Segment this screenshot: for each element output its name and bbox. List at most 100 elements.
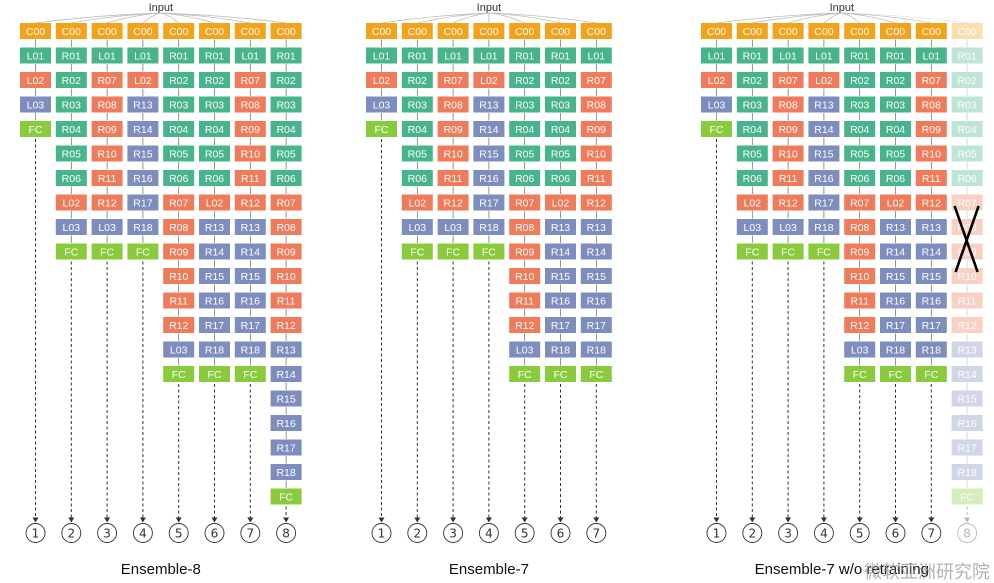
layer-box-c00 bbox=[545, 23, 576, 39]
layer-box-r01 bbox=[55, 47, 87, 64]
arrow-head bbox=[856, 517, 863, 523]
layer-label: R13 bbox=[241, 222, 260, 234]
layer-box-r06 bbox=[270, 170, 302, 186]
layer-box-r01 bbox=[880, 47, 911, 64]
layer-label: R07 bbox=[922, 75, 941, 87]
model-index-circle bbox=[849, 523, 870, 543]
layer-label: R03 bbox=[551, 99, 570, 111]
layer-label: FC bbox=[960, 491, 974, 503]
layer-label: R17 bbox=[814, 197, 833, 209]
layer-box-r12 bbox=[437, 194, 469, 211]
layer-box-l01 bbox=[701, 47, 732, 64]
layer-box-r17 bbox=[545, 317, 576, 333]
layer-label: R08 bbox=[443, 99, 462, 111]
layer-label: FC bbox=[136, 246, 150, 258]
layer-box-fc bbox=[163, 366, 195, 382]
layer-label: R04 bbox=[886, 124, 905, 136]
layer-box-r04 bbox=[401, 121, 433, 137]
layer-box-fc bbox=[951, 488, 983, 505]
layer-label: R01 bbox=[205, 50, 224, 62]
layer-box-r15 bbox=[473, 145, 505, 162]
layer-label: R05 bbox=[743, 148, 762, 160]
model-index-circle bbox=[97, 523, 118, 543]
layer-label: R06 bbox=[276, 173, 295, 185]
layer-box-r12 bbox=[844, 317, 876, 333]
layer-label: R10 bbox=[276, 271, 295, 283]
layer-label: R14 bbox=[133, 124, 152, 136]
layer-label: R15 bbox=[957, 393, 976, 405]
layer-label: R11 bbox=[444, 173, 463, 185]
layer-box-r11 bbox=[915, 170, 947, 186]
layer-label: R05 bbox=[408, 148, 427, 160]
layer-label: FC bbox=[853, 369, 867, 381]
layer-label: R05 bbox=[551, 148, 570, 160]
layer-box-c00 bbox=[366, 23, 397, 39]
arrow-head bbox=[820, 517, 827, 523]
layer-box-r14 bbox=[545, 243, 576, 260]
layer-label: R12 bbox=[276, 320, 295, 332]
layer-label: L02 bbox=[887, 197, 905, 209]
layer-box-l02 bbox=[880, 194, 911, 211]
layer-box-fc bbox=[509, 366, 541, 382]
model-index-circle bbox=[25, 523, 46, 543]
layer-box-r01 bbox=[736, 47, 768, 64]
layer-box-l02 bbox=[401, 194, 433, 211]
layer-box-r11 bbox=[270, 292, 302, 309]
layer-label: R07 bbox=[97, 75, 116, 87]
layer-label: R06 bbox=[886, 173, 905, 185]
layer-box-r17 bbox=[880, 317, 911, 333]
layer-box-l02 bbox=[808, 72, 840, 88]
layer-label: R11 bbox=[98, 173, 117, 185]
model-index-label: 5 bbox=[856, 527, 864, 541]
layer-box-r12 bbox=[915, 194, 947, 211]
layer-box-l03 bbox=[366, 96, 397, 113]
layer-box-r07 bbox=[234, 72, 266, 88]
layer-label: R18 bbox=[922, 344, 941, 356]
layer-label: R02 bbox=[551, 75, 570, 87]
layer-box-r17 bbox=[127, 194, 159, 211]
model-index-label: 6 bbox=[557, 527, 565, 541]
layer-box-r16 bbox=[199, 292, 230, 309]
input-link bbox=[452, 12, 489, 24]
layer-label: R05 bbox=[205, 148, 224, 160]
layer-box-r09 bbox=[951, 243, 983, 260]
layer-label: R12 bbox=[515, 320, 534, 332]
layer-box-r03 bbox=[880, 96, 911, 113]
layer-box-c00 bbox=[580, 23, 612, 39]
layer-box-r10 bbox=[163, 268, 195, 284]
layer-box-r10 bbox=[772, 145, 804, 162]
layer-box-r17 bbox=[808, 194, 840, 211]
layer-box-r10 bbox=[437, 145, 469, 162]
layer-box-r13 bbox=[808, 96, 840, 113]
layer-label: R02 bbox=[62, 75, 81, 87]
layer-box-l02 bbox=[20, 72, 51, 88]
column-8: C00 R01 R02 R03 R04 R05 R06 R07 R08 R09 R10 R11 R12 R… bbox=[270, 23, 302, 543]
layer-box-fc bbox=[701, 121, 732, 137]
layer-box-r15 bbox=[270, 390, 302, 407]
layer-label: R14 bbox=[886, 246, 905, 258]
layer-box-r13 bbox=[199, 219, 230, 235]
column-6: C00 R01 R02 R03 R04 R05 R06 L02 R13 R14 R15 R16 R17 R… bbox=[199, 23, 230, 543]
layer-label: R03 bbox=[515, 99, 534, 111]
layer-label: R08 bbox=[850, 222, 869, 234]
model-index-label: 5 bbox=[175, 527, 183, 541]
layer-box-r14 bbox=[951, 366, 983, 382]
layer-label: FC bbox=[710, 124, 724, 136]
layer-box-l01 bbox=[772, 47, 804, 64]
panel-title: Ensemble-7 bbox=[449, 561, 529, 578]
layer-box-c00 bbox=[401, 23, 433, 39]
layer-box-r16 bbox=[127, 170, 159, 186]
input-link bbox=[823, 12, 842, 24]
layer-box-l01 bbox=[808, 47, 840, 64]
layer-label: FC bbox=[482, 246, 496, 258]
model-index-circle bbox=[240, 523, 261, 543]
layer-box-r03 bbox=[199, 96, 230, 113]
model-index-label: 5 bbox=[521, 527, 529, 541]
layer-label: R17 bbox=[479, 197, 498, 209]
layer-label: FC bbox=[172, 369, 186, 381]
layer-box-r02 bbox=[844, 72, 876, 88]
layer-label: R18 bbox=[276, 467, 295, 479]
layer-box-r11 bbox=[951, 292, 983, 309]
model-index-circle bbox=[813, 523, 834, 543]
layer-label: R13 bbox=[551, 222, 570, 234]
